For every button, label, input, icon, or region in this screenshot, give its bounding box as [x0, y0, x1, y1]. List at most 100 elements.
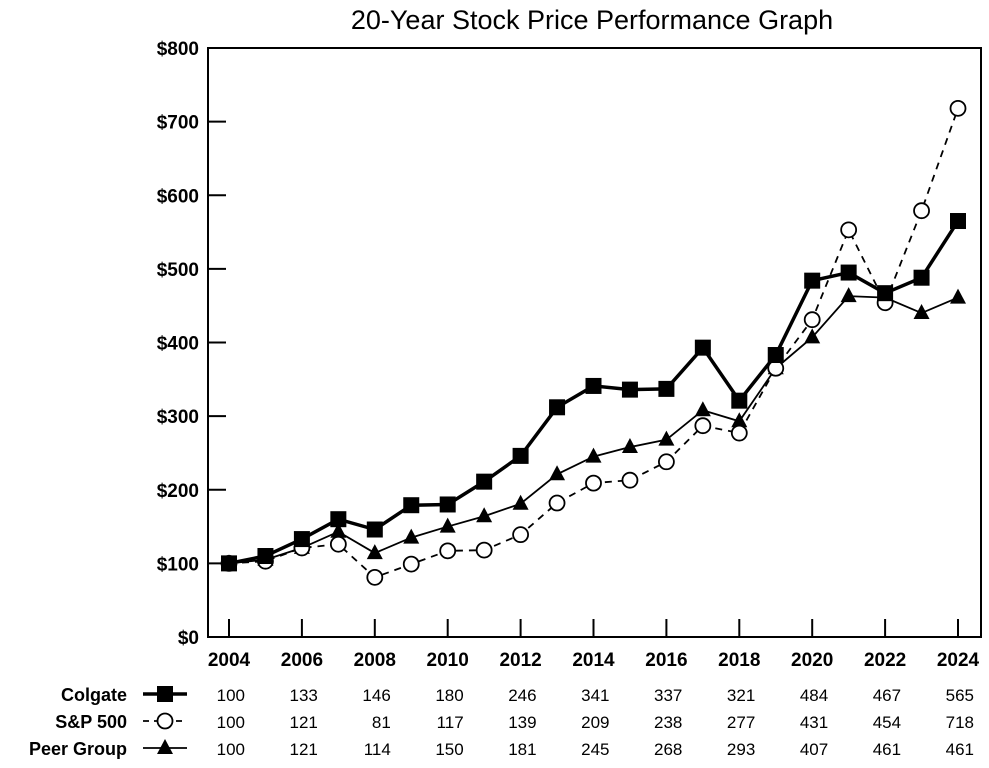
x-tick-label: 2010 — [427, 650, 469, 671]
legend-label: S&P 500 — [55, 712, 127, 732]
colgate-point — [767, 347, 784, 364]
s-p-500-point — [803, 311, 821, 329]
table-cell: 484 — [800, 686, 828, 705]
colgate-point — [658, 380, 675, 397]
x-tick-label: 2018 — [718, 650, 760, 671]
peer-group-point — [585, 447, 602, 463]
y-tick-label: $600 — [157, 186, 199, 207]
table-cell: 341 — [581, 686, 609, 705]
s-p-500-point — [366, 568, 384, 586]
peer-group-point — [476, 507, 493, 523]
colgate-point — [877, 285, 894, 302]
peer-group-point — [549, 465, 566, 481]
s-p-500-point — [767, 359, 785, 377]
colgate-point — [330, 511, 347, 528]
s-p-500-point — [329, 535, 347, 553]
y-tick-label: $800 — [157, 39, 199, 60]
colgate-point — [950, 213, 966, 230]
colgate-point — [913, 269, 930, 286]
table-cell: 117 — [437, 713, 464, 732]
y-tick-label: $0 — [178, 628, 199, 649]
table-cell: 461 — [946, 740, 974, 759]
s-p-500-point — [475, 541, 493, 559]
peer-group-point — [913, 304, 930, 320]
x-tick-label: 2022 — [864, 650, 906, 671]
x-tick-label: 2014 — [572, 650, 615, 671]
s-p-500-point — [913, 202, 930, 220]
table-cell: 407 — [800, 740, 828, 759]
peer-group-point — [621, 438, 638, 454]
peer-group-point — [403, 528, 420, 544]
peer-group-point — [330, 522, 347, 538]
colgate-point — [439, 496, 456, 513]
peer-group-point — [804, 328, 821, 344]
table-cell: 718 — [946, 713, 974, 732]
table-cell: 431 — [800, 713, 828, 732]
colgate-point — [257, 548, 274, 565]
table-cell: 133 — [290, 686, 318, 705]
table-cell: 139 — [508, 713, 536, 732]
colgate-point — [585, 377, 602, 394]
y-tick-label: $100 — [157, 554, 199, 575]
s-p-500-point — [402, 555, 420, 573]
colgate-point — [549, 399, 566, 416]
x-tick-label: 2012 — [499, 650, 541, 671]
colgate-point — [804, 272, 821, 289]
table-cell: 467 — [873, 686, 901, 705]
peer-group-point — [950, 288, 966, 304]
table-cell: 461 — [873, 740, 901, 759]
colgate-point — [694, 339, 711, 356]
colgate-point — [840, 264, 857, 281]
table-cell: 277 — [727, 713, 755, 732]
y-tick-label: $300 — [157, 407, 199, 428]
table-cell: 238 — [654, 713, 682, 732]
table-cell: 121 — [290, 740, 318, 759]
table-cell: 100 — [217, 740, 245, 759]
y-tick-label: $400 — [157, 334, 199, 355]
chart-title: 20-Year Stock Price Performance Graph — [351, 5, 833, 35]
table-cell: 114 — [364, 740, 391, 759]
x-tick-label: 2006 — [281, 650, 323, 671]
table-cell: 293 — [727, 740, 755, 759]
table-cell: 246 — [508, 686, 536, 705]
table-cell: 268 — [654, 740, 682, 759]
table-cell: 100 — [217, 713, 245, 732]
s-p-500-point — [694, 417, 712, 435]
table-cell: 121 — [290, 713, 318, 732]
table-cell: 321 — [727, 686, 755, 705]
s-p-500-point — [840, 221, 858, 239]
table-cell: 146 — [362, 686, 390, 705]
y-tick-label: $700 — [157, 113, 199, 134]
colgate-point — [221, 555, 237, 572]
y-tick-label: $200 — [157, 481, 199, 502]
legend-marker — [156, 712, 174, 730]
table-cell: 81 — [372, 713, 391, 732]
table-cell: 337 — [654, 686, 682, 705]
colgate-point — [512, 447, 529, 464]
peer-group-point — [694, 401, 711, 417]
legend-label: Peer Group — [29, 739, 127, 759]
table-cell: 209 — [581, 713, 609, 732]
colgate-point — [731, 392, 748, 409]
colgate-point — [403, 497, 420, 514]
peer-group-point — [439, 517, 456, 533]
legend-marker — [157, 739, 173, 754]
peer-group-point — [840, 287, 857, 303]
s-p-500-point — [548, 494, 566, 512]
x-tick-label: 2020 — [791, 650, 833, 671]
plot-frame — [207, 47, 982, 638]
table-cell: 100 — [217, 686, 245, 705]
s-p-500-point — [439, 542, 457, 560]
table-cell: 181 — [508, 740, 536, 759]
table-cell: 245 — [581, 740, 609, 759]
peer-group-point — [366, 544, 383, 560]
table-cell: 565 — [946, 686, 974, 705]
x-tick-label: 2004 — [208, 650, 251, 671]
peer-group-point — [512, 494, 529, 510]
x-tick-label: 2016 — [645, 650, 687, 671]
s-p-500-point — [585, 474, 602, 492]
peer-group-point — [731, 412, 748, 428]
colgate-point — [476, 473, 493, 490]
s-p-500-line — [228, 108, 959, 579]
